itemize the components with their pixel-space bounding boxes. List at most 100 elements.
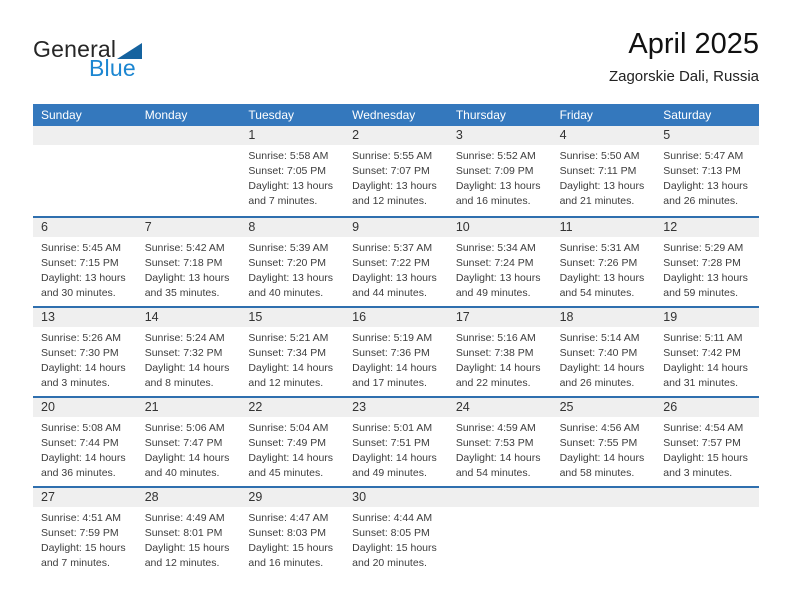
day-cell-2: 2 Sunrise: 5:55 AM Sunset: 7:07 PM Daylight… xyxy=(344,126,448,216)
detail-line: and 54 minutes. xyxy=(455,466,531,479)
day-details: Sunrise: 5:04 AM Sunset: 7:49 PM Daylight:… xyxy=(240,417,344,481)
detail-line: and 3 minutes. xyxy=(663,466,733,479)
day-cell-8: 8 Sunrise: 5:39 AM Sunset: 7:20 PM Daylight… xyxy=(240,218,345,306)
day-number: 29 xyxy=(240,488,345,507)
detail-line: Sunset: 7:57 PM xyxy=(663,436,741,449)
day-cell-28: 28 Sunrise: 4:49 AM Sunset: 8:01 PM Dayligh… xyxy=(136,488,241,576)
detail-line: and 22 minutes. xyxy=(455,376,531,389)
detail-line: Daylight: 14 hours xyxy=(455,451,541,464)
detail-line: and 20 minutes. xyxy=(352,556,427,569)
day-details: Sunrise: 5:21 AM Sunset: 7:34 PM Daylight:… xyxy=(240,327,344,391)
detail-line: Sunrise: 5:55 AM xyxy=(352,150,433,162)
day-cell-11: 11 Sunrise: 5:31 AM Sunset: 7:26 PM Dayligh… xyxy=(551,218,656,306)
detail-line: Sunset: 8:05 PM xyxy=(352,526,430,539)
detail-line: Sunrise: 5:14 AM xyxy=(559,332,640,344)
detail-line: Sunset: 7:38 PM xyxy=(455,346,534,359)
day-details: Sunrise: 5:55 AM Sunset: 7:07 PM Daylight:… xyxy=(344,145,448,209)
detail-line: Daylight: 13 hours xyxy=(144,271,230,284)
day-number xyxy=(447,488,552,507)
detail-line: Daylight: 14 hours xyxy=(248,361,334,374)
day-cell-26: 26 Sunrise: 4:54 AM Sunset: 7:57 PM Dayligh… xyxy=(655,398,759,486)
detail-line: and 35 minutes. xyxy=(144,286,220,299)
detail-line: Sunset: 7:44 PM xyxy=(41,436,119,449)
detail-line: Sunset: 7:11 PM xyxy=(559,164,637,177)
detail-line: Daylight: 13 hours xyxy=(455,271,541,284)
detail-line: and 16 minutes. xyxy=(455,194,531,207)
page-title: April 2025 xyxy=(628,28,759,60)
day-number: 14 xyxy=(136,308,241,327)
day-number: 12 xyxy=(655,218,759,237)
detail-line: Daylight: 13 hours xyxy=(663,271,748,284)
detail-line: Daylight: 14 hours xyxy=(144,361,230,374)
detail-line: Sunset: 7:07 PM xyxy=(352,164,430,177)
calendar-body: 1 Sunrise: 5:58 AM Sunset: 7:05 PM Daylight… xyxy=(33,126,759,576)
detail-line: and 16 minutes. xyxy=(248,556,324,569)
week-row-3: 13 Sunrise: 5:26 AM Sunset: 7:30 PM Dayligh… xyxy=(33,306,759,396)
weekday-header-sunday: Sunday xyxy=(41,108,82,122)
detail-line: Daylight: 15 hours xyxy=(41,541,126,554)
detail-line: Sunset: 7:53 PM xyxy=(455,436,534,449)
detail-line: and 30 minutes. xyxy=(41,286,116,299)
day-number xyxy=(655,488,759,507)
day-number: 4 xyxy=(551,126,656,145)
day-details: Sunrise: 5:34 AM Sunset: 7:24 PM Daylight:… xyxy=(448,237,552,301)
detail-line: Sunrise: 4:44 AM xyxy=(352,512,433,524)
general-blue-logo: General Blue xyxy=(33,36,143,82)
detail-line: Daylight: 13 hours xyxy=(663,179,748,192)
day-cell-16: 16 Sunrise: 5:19 AM Sunset: 7:36 PM Dayligh… xyxy=(344,308,448,396)
logo-text-general: General xyxy=(33,36,117,62)
detail-line: Sunset: 7:55 PM xyxy=(559,436,638,449)
detail-line: Daylight: 15 hours xyxy=(663,451,748,464)
detail-line: Daylight: 14 hours xyxy=(663,361,748,374)
detail-line: Daylight: 13 hours xyxy=(559,179,645,192)
detail-line: Sunrise: 5:58 AM xyxy=(248,150,329,162)
detail-line: Sunrise: 5:45 AM xyxy=(41,242,121,254)
detail-line: Sunset: 7:36 PM xyxy=(352,346,430,359)
day-number: 3 xyxy=(447,126,552,145)
title-block: April 2025 Zagorskie Dali, Russia xyxy=(609,28,759,85)
detail-line: Sunrise: 5:52 AM xyxy=(455,150,536,162)
detail-line: and 49 minutes. xyxy=(455,286,531,299)
day-number: 26 xyxy=(655,398,759,417)
weekday-header-thursday: Thursday xyxy=(455,108,506,122)
detail-line: Daylight: 13 hours xyxy=(352,271,437,284)
weekday-header-friday: Friday xyxy=(559,108,593,122)
day-number: 23 xyxy=(344,398,448,417)
detail-line: Sunrise: 5:21 AM xyxy=(248,332,329,344)
detail-line: Sunrise: 5:06 AM xyxy=(144,422,225,434)
logo-top-line: General xyxy=(33,36,143,63)
detail-line: Sunset: 7:15 PM xyxy=(41,256,119,269)
detail-line: Sunset: 7:51 PM xyxy=(352,436,430,449)
detail-line: and 7 minutes. xyxy=(248,194,318,207)
detail-line: and 31 minutes. xyxy=(663,376,738,389)
detail-line: Daylight: 13 hours xyxy=(455,179,541,192)
detail-line: Sunrise: 5:16 AM xyxy=(455,332,536,344)
detail-line: Daylight: 14 hours xyxy=(455,361,541,374)
detail-line: Sunset: 7:20 PM xyxy=(248,256,327,269)
detail-line: Sunrise: 4:56 AM xyxy=(559,422,640,434)
weekday-header-monday: Monday xyxy=(144,108,188,122)
day-number: 16 xyxy=(344,308,448,327)
detail-line: and 59 minutes. xyxy=(663,286,738,299)
day-cell-5: 5 Sunrise: 5:47 AM Sunset: 7:13 PM Daylight… xyxy=(655,126,759,216)
day-number: 19 xyxy=(655,308,759,327)
day-number: 17 xyxy=(447,308,552,327)
day-number: 25 xyxy=(551,398,656,417)
detail-line: and 58 minutes. xyxy=(559,466,635,479)
day-details: Sunrise: 5:58 AM Sunset: 7:05 PM Daylight:… xyxy=(240,145,344,209)
detail-line: Sunset: 7:42 PM xyxy=(663,346,741,359)
detail-line: Sunset: 7:24 PM xyxy=(455,256,534,269)
detail-line: and 8 minutes. xyxy=(144,376,214,389)
day-number: 21 xyxy=(136,398,241,417)
day-cell-empty xyxy=(33,126,137,216)
day-details: Sunrise: 5:47 AM Sunset: 7:13 PM Daylight:… xyxy=(655,145,759,209)
detail-line: Sunset: 7:40 PM xyxy=(559,346,638,359)
day-cell-13: 13 Sunrise: 5:26 AM Sunset: 7:30 PM Dayligh… xyxy=(33,308,137,396)
detail-line: Sunrise: 5:34 AM xyxy=(455,242,536,254)
detail-line: Daylight: 15 hours xyxy=(248,541,334,554)
day-details: Sunrise: 5:31 AM Sunset: 7:26 PM Daylight:… xyxy=(552,237,656,301)
day-cell-24: 24 Sunrise: 4:59 AM Sunset: 7:53 PM Dayligh… xyxy=(447,398,552,486)
detail-line: Sunrise: 5:08 AM xyxy=(41,422,121,434)
day-cell-30: 30 Sunrise: 4:44 AM Sunset: 8:05 PM Dayligh… xyxy=(344,488,448,576)
day-details: Sunrise: 5:45 AM Sunset: 7:15 PM Daylight:… xyxy=(33,237,137,301)
